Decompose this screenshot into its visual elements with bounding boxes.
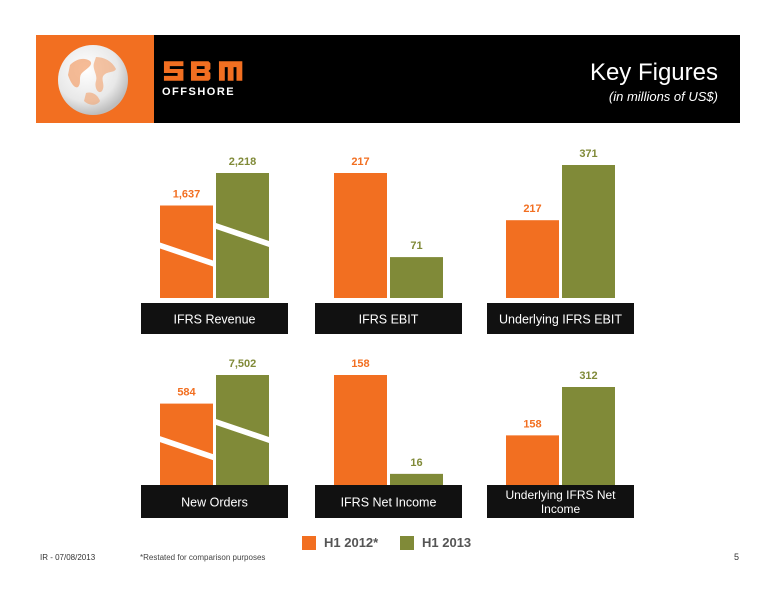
- legend-item-h1-2012: H1 2012*: [302, 535, 378, 550]
- value-label-ifrs-net-income-1: 16: [410, 457, 422, 469]
- bar-ifrs-ebit-0: [334, 173, 387, 298]
- sbm-logo: OFFSHORE: [162, 59, 244, 101]
- chart-title-ifrs-revenue: IFRS Revenue: [174, 313, 256, 327]
- footnote: *Restated for comparison purposes: [140, 553, 266, 562]
- label-box-ifrs-ebit: [315, 303, 462, 334]
- legend-label-h1-2012: H1 2012*: [324, 535, 379, 550]
- axis-break-ifrs-revenue-0: [160, 242, 213, 267]
- chart-title-underlying-ifrs-ebit: Underlying IFRS EBIT: [499, 313, 622, 327]
- value-label-underlying-ifrs-ebit-1: 371: [579, 148, 597, 160]
- logo-letter-s: [163, 61, 184, 81]
- label-box-underlying-ifrs-ebit: [487, 303, 634, 334]
- bar-underlying-ifrs-ebit-0: [506, 220, 559, 298]
- globe-icon: [58, 45, 128, 115]
- label-box-new-orders: [141, 485, 288, 518]
- header-orange-block: [36, 35, 154, 123]
- legend-swatch-h1-2013: [400, 535, 414, 550]
- bar-underlying-ifrs-ebit-1: [562, 165, 615, 298]
- chart-title-underlying-ifrs-net-income-line1: Underlying IFRS Net: [505, 488, 616, 502]
- page-title: Key Figures: [589, 59, 718, 86]
- header-bar: OFFSHORE Key Figures (in millions of US$…: [36, 35, 740, 123]
- legend-item-h1-2013: H1 2013: [400, 535, 471, 550]
- value-label-underlying-ifrs-ebit-0: 217: [523, 203, 541, 215]
- axis-break-new-orders-1: [216, 419, 269, 443]
- chart-title-underlying-ifrs-net-income-line2: Income: [541, 502, 581, 516]
- logo-letter-m: [218, 61, 243, 81]
- bar-underlying-ifrs-net-income-0: [506, 435, 559, 485]
- page-number: 5: [734, 552, 740, 562]
- footer-date: IR - 07/08/2013: [40, 553, 96, 562]
- value-label-underlying-ifrs-net-income-1: 312: [579, 370, 597, 382]
- legend-swatch-h1-2012: [302, 535, 316, 550]
- chart-title-ifrs-ebit: IFRS EBIT: [359, 313, 419, 327]
- sbm-logo-mark: [162, 59, 244, 83]
- value-label-ifrs-net-income-0: 158: [351, 358, 369, 370]
- bar-underlying-ifrs-net-income-1: [562, 387, 615, 485]
- axis-break-new-orders-0: [160, 436, 213, 461]
- value-label-ifrs-revenue-0: 1,637: [173, 189, 201, 201]
- axis-break-ifrs-revenue-1: [216, 223, 269, 247]
- value-label-underlying-ifrs-net-income-0: 158: [523, 418, 541, 430]
- label-box-underlying-ifrs-net-income: [487, 485, 634, 518]
- bar-ifrs-ebit-1: [390, 257, 443, 298]
- logo-subtext: OFFSHORE: [162, 86, 236, 98]
- value-label-ifrs-ebit-1: 71: [410, 240, 422, 252]
- label-box-ifrs-net-income: [315, 485, 462, 518]
- bar-ifrs-net-income-0: [334, 375, 387, 485]
- legend-label-h1-2013: H1 2013: [422, 535, 472, 550]
- value-label-ifrs-ebit-0: 217: [351, 156, 369, 168]
- value-label-new-orders-1: 7,502: [229, 358, 257, 370]
- value-label-new-orders-0: 584: [177, 387, 196, 399]
- chart-title-new-orders: New Orders: [181, 496, 248, 510]
- value-label-ifrs-revenue-1: 2,218: [229, 156, 257, 168]
- page-subtitle: (in millions of US$): [608, 89, 718, 104]
- logo-letter-b: [191, 61, 211, 81]
- chart-title-ifrs-net-income: IFRS Net Income: [341, 496, 437, 510]
- label-box-ifrs-revenue: [141, 303, 288, 334]
- bar-ifrs-net-income-1: [390, 473, 443, 485]
